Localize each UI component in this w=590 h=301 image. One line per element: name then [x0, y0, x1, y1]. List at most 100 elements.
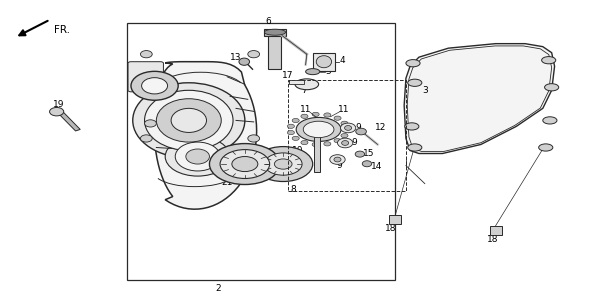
- Ellipse shape: [220, 150, 270, 178]
- Text: 9: 9: [336, 161, 342, 170]
- Ellipse shape: [301, 141, 308, 145]
- Text: 7: 7: [301, 86, 307, 95]
- Ellipse shape: [316, 56, 332, 68]
- Ellipse shape: [264, 153, 302, 175]
- Polygon shape: [404, 44, 555, 154]
- Ellipse shape: [295, 79, 319, 90]
- Ellipse shape: [337, 138, 353, 148]
- Ellipse shape: [131, 71, 178, 100]
- Ellipse shape: [175, 142, 220, 171]
- Ellipse shape: [356, 128, 366, 135]
- Text: 2: 2: [215, 284, 221, 293]
- Text: 11: 11: [300, 105, 312, 114]
- Ellipse shape: [264, 29, 286, 35]
- Ellipse shape: [145, 90, 233, 150]
- Ellipse shape: [341, 121, 348, 126]
- Ellipse shape: [148, 93, 159, 100]
- Ellipse shape: [408, 144, 422, 151]
- Ellipse shape: [209, 144, 280, 185]
- Bar: [268, 35, 281, 69]
- Ellipse shape: [165, 137, 230, 176]
- Bar: [389, 215, 401, 224]
- Ellipse shape: [545, 84, 559, 91]
- Bar: [289, 80, 304, 84]
- Text: FR.: FR.: [54, 25, 70, 35]
- Ellipse shape: [324, 142, 331, 146]
- Text: 20: 20: [248, 173, 260, 182]
- Ellipse shape: [287, 124, 294, 129]
- Ellipse shape: [543, 117, 557, 124]
- Text: 13: 13: [230, 53, 242, 62]
- Ellipse shape: [292, 118, 299, 123]
- Ellipse shape: [156, 99, 221, 142]
- Text: 11: 11: [337, 105, 349, 114]
- Text: 9: 9: [351, 138, 357, 147]
- Ellipse shape: [303, 121, 334, 138]
- Ellipse shape: [292, 136, 299, 141]
- Ellipse shape: [406, 60, 420, 67]
- Ellipse shape: [330, 155, 345, 164]
- Ellipse shape: [301, 114, 308, 118]
- Ellipse shape: [341, 133, 348, 138]
- Ellipse shape: [142, 78, 168, 94]
- Ellipse shape: [542, 57, 556, 64]
- Ellipse shape: [408, 79, 422, 86]
- Text: 4: 4: [339, 56, 345, 65]
- Text: 15: 15: [363, 149, 375, 158]
- Text: 10: 10: [292, 146, 304, 155]
- Text: 8: 8: [290, 185, 296, 194]
- Ellipse shape: [362, 161, 372, 167]
- Text: 5: 5: [326, 67, 332, 76]
- Ellipse shape: [334, 157, 341, 162]
- FancyBboxPatch shape: [128, 62, 163, 92]
- Text: 11: 11: [287, 168, 299, 177]
- Text: 17: 17: [282, 71, 294, 80]
- Bar: [314, 132, 320, 172]
- Ellipse shape: [334, 116, 341, 120]
- Text: 6: 6: [266, 17, 271, 26]
- Bar: [490, 226, 502, 235]
- Text: 18: 18: [385, 224, 397, 233]
- Text: 21: 21: [221, 178, 233, 187]
- Ellipse shape: [50, 107, 64, 116]
- Ellipse shape: [248, 51, 260, 58]
- Ellipse shape: [342, 141, 349, 145]
- Text: 12: 12: [375, 123, 386, 132]
- Text: 16: 16: [139, 88, 150, 97]
- Bar: [313, 53, 335, 71]
- Ellipse shape: [232, 157, 258, 172]
- Ellipse shape: [145, 120, 156, 127]
- Ellipse shape: [345, 126, 352, 130]
- Ellipse shape: [140, 51, 152, 58]
- Ellipse shape: [334, 138, 341, 143]
- Bar: [264, 29, 286, 36]
- Polygon shape: [155, 62, 257, 209]
- Ellipse shape: [312, 112, 319, 116]
- Ellipse shape: [405, 123, 419, 130]
- Ellipse shape: [287, 130, 294, 135]
- Text: 18: 18: [487, 235, 499, 244]
- Ellipse shape: [171, 108, 206, 132]
- Ellipse shape: [340, 123, 356, 133]
- Ellipse shape: [133, 83, 245, 158]
- Text: 14: 14: [371, 162, 382, 171]
- Ellipse shape: [306, 69, 320, 75]
- Ellipse shape: [312, 142, 319, 147]
- Polygon shape: [58, 111, 80, 131]
- Ellipse shape: [296, 117, 341, 141]
- Text: 3: 3: [422, 86, 428, 95]
- Bar: [288, 80, 406, 191]
- Ellipse shape: [248, 135, 260, 142]
- Ellipse shape: [355, 151, 365, 157]
- Text: 19: 19: [53, 100, 65, 109]
- Ellipse shape: [324, 113, 331, 117]
- Ellipse shape: [343, 127, 350, 132]
- Ellipse shape: [539, 144, 553, 151]
- Ellipse shape: [239, 58, 250, 65]
- Ellipse shape: [140, 135, 152, 142]
- Bar: [127, 23, 395, 280]
- Ellipse shape: [254, 147, 313, 182]
- Ellipse shape: [274, 159, 292, 169]
- Text: 9: 9: [356, 123, 362, 132]
- Ellipse shape: [186, 149, 209, 164]
